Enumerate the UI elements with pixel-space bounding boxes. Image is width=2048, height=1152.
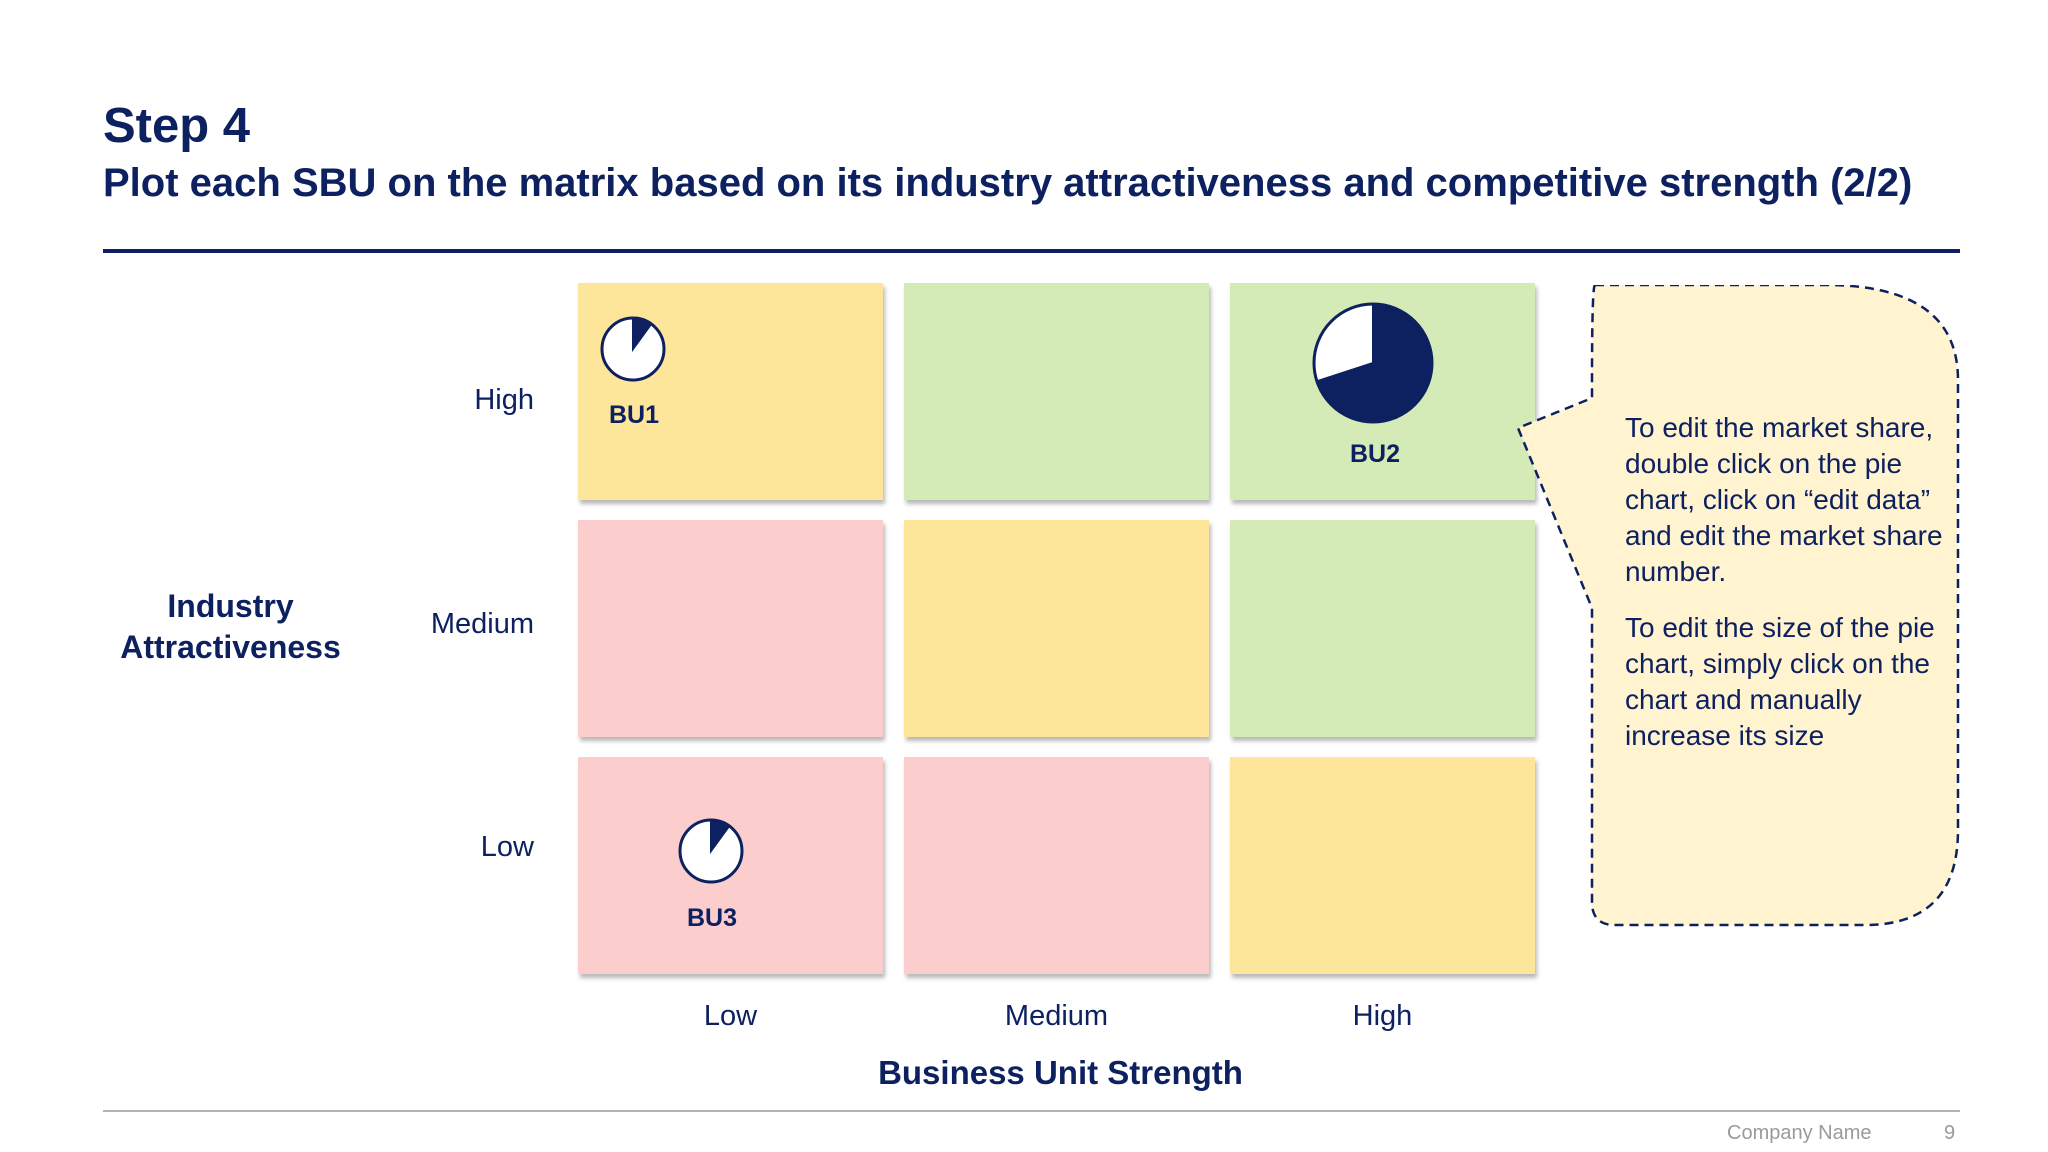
bu3-label: BU3 — [687, 904, 738, 932]
bu3-pie-chart[interactable] — [676, 816, 746, 886]
bu1-pie-share — [632, 316, 653, 353]
footer-divider — [103, 1110, 1960, 1112]
page-title: Step 4 — [103, 99, 251, 153]
bu2-label: BU2 — [1350, 440, 1401, 468]
y-tick-high: High — [474, 384, 534, 416]
x-tick-medium: Medium — [1004, 1000, 1109, 1032]
cell-low-medium[interactable] — [904, 757, 1209, 974]
y-tick-low: Low — [480, 831, 534, 863]
bu2-pie-share — [1315, 302, 1433, 423]
cell-high-medium[interactable] — [904, 283, 1209, 500]
bu3-pie-share — [710, 818, 731, 855]
y-axis-title: Industry Attractiveness — [120, 588, 341, 665]
callout-paragraph-size: To edit the size of the pie chart, simpl… — [1625, 612, 1935, 751]
callout-text: To edit the market share, double click o… — [1625, 410, 1945, 774]
cell-medium-low[interactable] — [578, 520, 883, 737]
x-tick-low: Low — [703, 1000, 758, 1032]
header-divider — [103, 249, 1960, 253]
bu1-label: BU1 — [609, 401, 660, 429]
page-subtitle: Plot each SBU on the matrix based on its… — [103, 161, 1913, 205]
bu2-pie-chart[interactable] — [1310, 300, 1436, 426]
x-tick-high: High — [1352, 1000, 1413, 1032]
cell-medium-high[interactable] — [1230, 520, 1535, 737]
footer-page-number: 9 — [1944, 1122, 1956, 1144]
cell-medium-medium[interactable] — [904, 520, 1209, 737]
y-tick-medium: Medium — [430, 608, 534, 640]
x-axis-title: Business Unit Strength — [878, 1054, 1243, 1091]
bu1-pie-chart[interactable] — [598, 314, 668, 384]
footer-company-name: Company Name — [1727, 1122, 1872, 1144]
callout-bubble — [1516, 285, 1960, 927]
cell-low-high[interactable] — [1230, 757, 1535, 974]
callout-paragraph-market-share: To edit the market share, double click o… — [1625, 412, 1943, 587]
